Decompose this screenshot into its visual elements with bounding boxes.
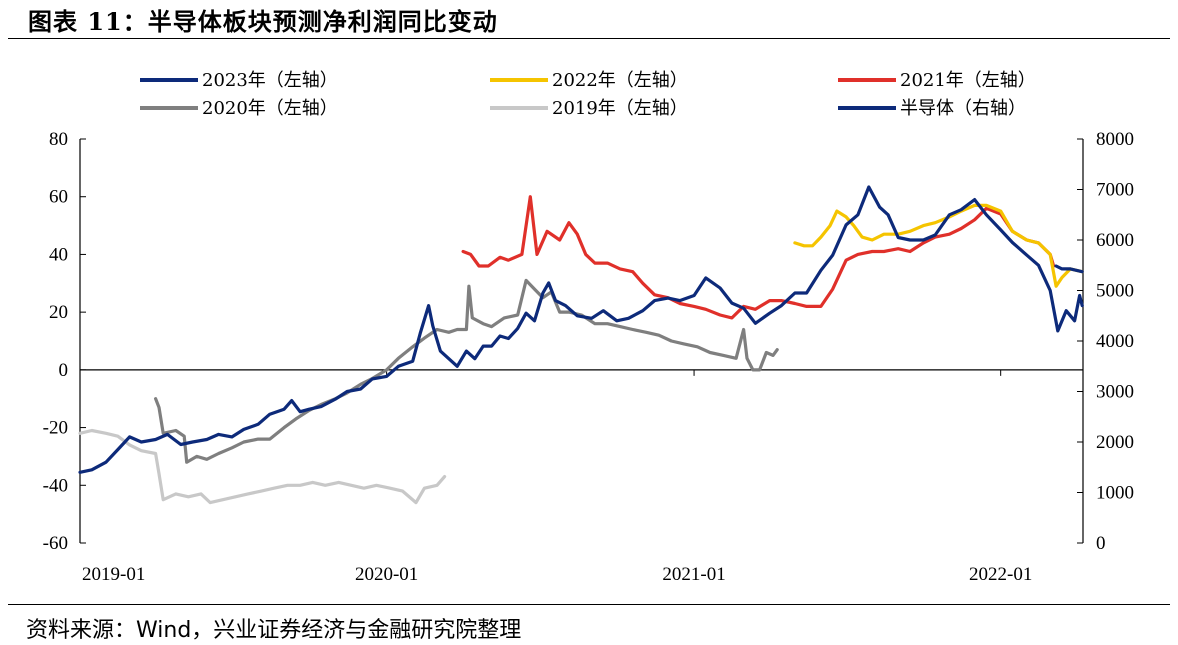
legend-label: 2023年（左轴） — [202, 70, 338, 91]
left-tick-label: 20 — [49, 302, 68, 323]
legend-label: 2021年（左轴） — [900, 70, 1036, 91]
right-tick-label: 2000 — [1096, 432, 1134, 453]
legend-label: 2022年（左轴） — [552, 70, 688, 91]
left-tick-label: -60 — [43, 533, 68, 554]
left-tick-label: 60 — [49, 187, 68, 208]
x-tick-label: 2021-01 — [662, 564, 725, 585]
source-note: 资料来源：Wind，兴业证券经济与金融研究院整理 — [26, 618, 522, 643]
left-tick-label: 80 — [49, 129, 68, 150]
right-tick-label: 7000 — [1096, 180, 1134, 201]
right-tick-label: 4000 — [1096, 331, 1134, 352]
series-line-3 — [154, 278, 779, 464]
series-line-5 — [78, 185, 1084, 474]
right-tick-label: 8000 — [1096, 129, 1134, 150]
top-rule — [8, 38, 1170, 39]
legend: 2023年（左轴） 2022年（左轴） 2021年（左轴） 2020年（左轴） 2019… — [140, 70, 1036, 119]
legend-label: 半导体（右轴） — [900, 98, 1026, 119]
right-tick-label: 0 — [1096, 533, 1106, 554]
bottom-rule — [8, 604, 1170, 605]
right-tick-label: 3000 — [1096, 382, 1134, 403]
legend-label: 2019年（左轴） — [552, 98, 688, 119]
x-tick-label: 2019-01 — [82, 564, 145, 585]
series-line-4 — [78, 428, 447, 505]
chart-title: 图表 11：半导体板块预测净利润同比变动 — [28, 7, 498, 36]
x-tick-label: 2020-01 — [355, 564, 418, 585]
left-tick-label: -20 — [43, 418, 68, 439]
series-line-1 — [793, 203, 1084, 288]
right-tick-label: 6000 — [1096, 230, 1134, 251]
axes: -60 -40 -20 0 20 40 60 80 0 1000 2000 3000 4000 5000 6… — [43, 129, 1134, 585]
right-tick-label: 1000 — [1096, 483, 1134, 504]
left-tick-label: 0 — [59, 360, 69, 381]
right-tick-label: 5000 — [1096, 281, 1134, 302]
left-tick-label: -40 — [43, 475, 68, 496]
series-line-2 — [461, 195, 1056, 320]
series-layer — [78, 185, 1084, 505]
series-line-0 — [1054, 264, 1084, 274]
x-tick-label: 2022-01 — [969, 564, 1032, 585]
legend-label: 2020年（左轴） — [202, 98, 338, 119]
left-tick-label: 40 — [49, 244, 68, 265]
